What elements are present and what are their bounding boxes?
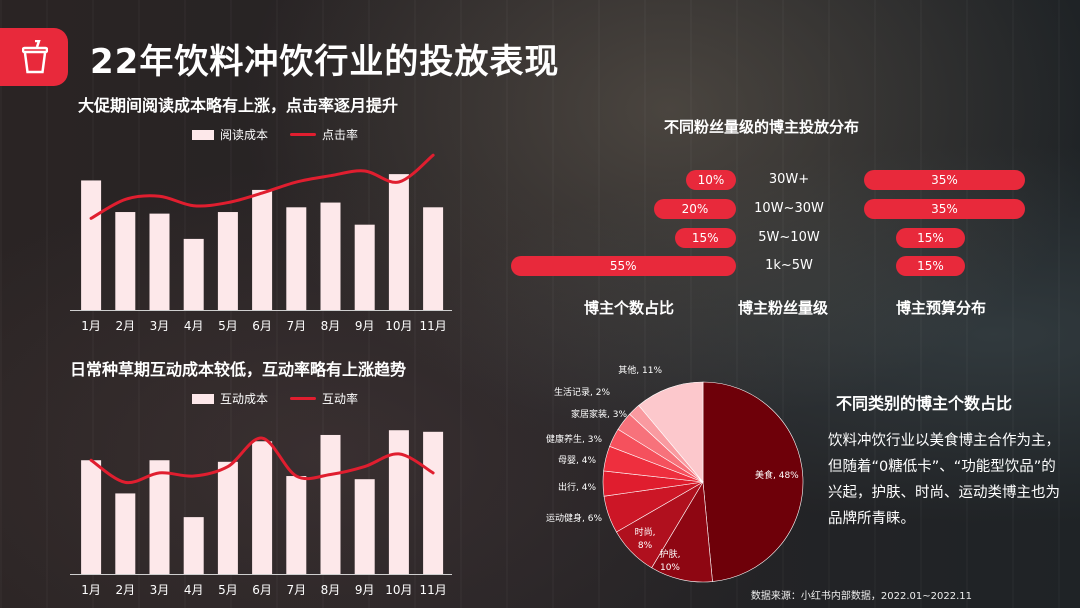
page-title: 22年饮料冲饮行业的投放表现 bbox=[90, 42, 560, 82]
bar-4月 bbox=[183, 238, 204, 310]
bar-6月 bbox=[252, 189, 273, 310]
pie-label: 出行, 4% bbox=[558, 481, 596, 493]
bar-5月 bbox=[217, 212, 238, 310]
top-chart-legend: 阅读成本 点击率 bbox=[192, 126, 358, 143]
legend-line-label: 互动率 bbox=[322, 392, 359, 406]
bar-2月 bbox=[115, 212, 136, 310]
x-tick-label: 2月 bbox=[115, 583, 135, 597]
bar-1月 bbox=[81, 460, 102, 574]
bar-5月 bbox=[217, 461, 238, 574]
legend-line-swatch bbox=[290, 133, 317, 136]
bar-11月 bbox=[423, 207, 444, 310]
bar-3月 bbox=[149, 460, 170, 574]
legend-line-label: 点击率 bbox=[322, 128, 359, 142]
budget-share-pill: 15% bbox=[896, 228, 965, 248]
count-share-pill: 55% bbox=[510, 256, 736, 276]
legend-line-swatch bbox=[290, 397, 317, 400]
legend-bar-swatch bbox=[192, 129, 214, 140]
data-source: 数据来源：小红书内部数据，2022.01~2022.11 bbox=[750, 591, 972, 602]
top-chart-title: 大促期间阅读成本略有上涨，点击率逐月提升 bbox=[78, 96, 399, 115]
x-tick-label: 5月 bbox=[218, 319, 238, 333]
pie-label: 家居家装, 3% bbox=[571, 408, 627, 420]
cup-icon bbox=[22, 40, 48, 74]
bar-2月 bbox=[115, 493, 136, 574]
x-tick-label: 6月 bbox=[252, 319, 272, 333]
pie-label: 其他, 11% bbox=[618, 364, 662, 376]
bottom-chart-title: 日常种草期互动成本较低，互动率略有上涨趋势 bbox=[70, 360, 407, 379]
summary-paragraph: 饮料冲饮行业以美食博主合作为主，但随着“0糖低卡”、“功能型饮品”的兴起，护肤、… bbox=[828, 433, 1060, 527]
tier-label: 10W~30W bbox=[754, 201, 824, 216]
bar-3月 bbox=[149, 213, 170, 310]
pie-slice bbox=[702, 381, 804, 582]
line-series-点击率 bbox=[89, 153, 435, 220]
x-tick-label: 2月 bbox=[115, 319, 135, 333]
x-tick-label: 7月 bbox=[286, 583, 306, 597]
col-label-budget: 博主预算分布 bbox=[896, 299, 987, 317]
pie-label: 护肤, bbox=[660, 548, 681, 560]
legend-bar-label: 互动成本 bbox=[220, 392, 269, 406]
tier-label: 1k~5W bbox=[765, 258, 813, 273]
bar-7月 bbox=[286, 476, 307, 574]
pie-label: 8% bbox=[638, 541, 653, 551]
bar-6月 bbox=[252, 441, 273, 574]
x-tick-label: 8月 bbox=[321, 583, 341, 597]
x-tick-label: 1月 bbox=[81, 319, 101, 333]
count-share-pill: 15% bbox=[674, 228, 736, 248]
x-tick-label: 9月 bbox=[355, 583, 375, 597]
pie-label: 健康养生, 3% bbox=[546, 433, 602, 445]
pie-label: 美食, 48% bbox=[755, 469, 799, 481]
budget-share-pill: 35% bbox=[864, 170, 1025, 190]
budget-share-pill: 35% bbox=[864, 199, 1025, 219]
line-series-互动率 bbox=[89, 436, 435, 485]
col-label-tier: 博主粉丝量级 bbox=[738, 299, 829, 317]
bar-9月 bbox=[354, 479, 375, 574]
pie-label: 时尚, bbox=[635, 526, 656, 538]
bar-10月 bbox=[388, 174, 409, 310]
bar-9月 bbox=[354, 224, 375, 310]
x-tick-label: 3月 bbox=[150, 319, 170, 333]
x-tick-label: 11月 bbox=[419, 583, 446, 597]
dist-title: 不同粉丝量级的博主投放分布 bbox=[664, 118, 860, 136]
pie-label: 生活记录, 2% bbox=[554, 386, 610, 398]
pie-slice bbox=[638, 381, 704, 483]
legend-bar-swatch bbox=[192, 393, 214, 404]
bar-7月 bbox=[286, 207, 307, 310]
x-tick-label: 6月 bbox=[252, 583, 272, 597]
bar-8月 bbox=[320, 434, 341, 574]
bottom-chart-legend: 互动成本 互动率 bbox=[192, 390, 358, 407]
bottom-combo-chart: 1月 2月 3月 4月 5月 6月 7月 8月 9月 10月 11月 bbox=[70, 430, 452, 597]
bar-10月 bbox=[388, 430, 409, 574]
bar-1月 bbox=[81, 180, 102, 310]
pie-label: 运动健身, 6% bbox=[546, 512, 602, 524]
x-tick-label: 3月 bbox=[150, 583, 170, 597]
bar-4月 bbox=[183, 517, 204, 574]
pie-title: 不同类别的博主个数占比 bbox=[836, 394, 1013, 413]
tier-label: 5W~10W bbox=[758, 230, 820, 245]
tier-label: 30W+ bbox=[768, 172, 810, 187]
x-tick-label: 4月 bbox=[184, 319, 204, 333]
category-pie-chart: 美食, 48% 护肤, 10% 时尚, 8% 运动健身, 6% 出行, 4% 母婴, 4% 健康… bbox=[546, 364, 804, 583]
bar-11月 bbox=[423, 431, 444, 574]
count-share-pill: 20% bbox=[654, 199, 736, 219]
x-tick-label: 7月 bbox=[286, 319, 306, 333]
logo-badge bbox=[0, 28, 68, 86]
budget-share-pill: 15% bbox=[896, 256, 965, 276]
x-tick-label: 1月 bbox=[81, 583, 101, 597]
top-combo-chart: 1月 2月 3月 4月 5月 6月 7月 8月 9月 10月 11月 bbox=[70, 153, 452, 333]
x-tick-label: 4月 bbox=[184, 583, 204, 597]
x-tick-label: 5月 bbox=[218, 583, 238, 597]
count-share-pill: 10% bbox=[686, 170, 736, 190]
x-tick-label: 10月 bbox=[385, 319, 412, 333]
pie-label: 母婴, 4% bbox=[558, 455, 596, 466]
bar-8月 bbox=[320, 202, 341, 310]
pie-label: 10% bbox=[660, 563, 680, 573]
x-tick-label: 8月 bbox=[321, 319, 341, 333]
x-tick-label: 9月 bbox=[355, 319, 375, 333]
x-tick-label: 10月 bbox=[385, 583, 412, 597]
x-tick-label: 11月 bbox=[419, 319, 446, 333]
legend-bar-label: 阅读成本 bbox=[220, 128, 269, 142]
col-label-count: 博主个数占比 bbox=[584, 299, 675, 317]
